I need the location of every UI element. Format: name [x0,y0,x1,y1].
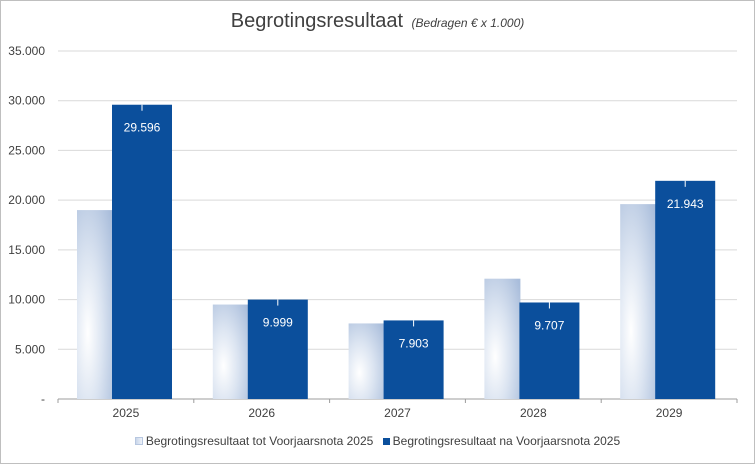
x-tick-label-2028: 2028 [520,406,547,420]
bar-na-voorjaarsnota-2029 [655,180,716,399]
x-tick-label-2029: 2029 [656,406,683,420]
x-tick-label-2027: 2027 [384,406,411,420]
y-tick-label: 25.000 [8,143,45,157]
bar-tot-voorjaarsnota-2028 [484,278,521,399]
y-tick-label: - [41,392,45,406]
bar-na-voorjaarsnota-2025 [112,104,172,399]
y-tick-label: 20.000 [8,193,45,207]
data-label-2025: 29.596 [124,121,161,135]
bar-tot-voorjaarsnota-2025 [77,210,113,399]
bar-tot-voorjaarsnota-2029 [620,204,657,399]
legend-swatch-dark [382,438,390,445]
data-label-2026: 9.999 [263,316,293,330]
legend-item-tot: Begrotingsresultaat tot Voorjaarsnota 20… [134,434,374,448]
bar-tot-voorjaarsnota-2027 [348,323,385,399]
legend-item-na: Begrotingsresultaat na Voorjaarsnota 202… [382,434,621,448]
chart-title-block: Begrotingsresultaat (Bedragen € x 1.000) [0,10,755,33]
bar-na-voorjaarsnota-2026 [247,299,308,399]
legend-label-tot: Begrotingsresultaat tot Voorjaarsnota 20… [145,434,374,448]
legend-label-na: Begrotingsresultaat na Voorjaarsnota 202… [392,434,621,448]
bars [77,104,716,399]
y-tick-label: 15.000 [8,243,45,257]
bar-na-voorjaarsnota-2028 [519,302,580,399]
x-tick-label-2026: 2026 [248,406,275,420]
y-tick-label: 30.000 [8,94,45,108]
y-tick-label: 10.000 [8,293,45,307]
chart-subtitle: (Bedragen € x 1.000) [411,16,525,30]
y-tick-label: 5.000 [15,342,45,356]
bar-na-voorjaarsnota-2027 [383,320,444,399]
y-tick-label: 35.000 [8,44,45,58]
legend-swatch-light [134,437,143,445]
chart-title: Begrotingsresultaat [230,10,404,32]
legend: Begrotingsresultaat tot Voorjaarsnota 20… [0,434,755,448]
x-tick-label-2025: 2025 [113,406,140,420]
data-label-2028: 9.707 [534,318,564,332]
y-axis-ticks: - 5.000 10.000 15.000 20.000 25.000 30.000 35.0… [8,44,45,406]
data-label-2027: 7.903 [399,336,429,350]
x-axis-ticks: 2025 2026 2027 2028 2029 [57,399,738,420]
bar-tot-voorjaarsnota-2026 [212,304,249,399]
data-labels: 29.596 9.999 7.903 9.707 21.943 [124,104,704,350]
data-label-2029: 21.943 [667,197,704,211]
